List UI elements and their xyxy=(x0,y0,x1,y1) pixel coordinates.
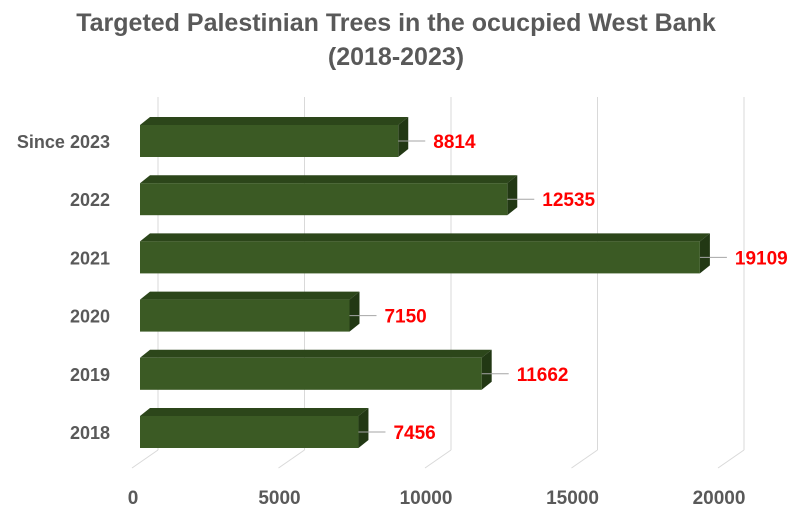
bar-top xyxy=(140,117,409,125)
data-label: 7150 xyxy=(384,307,426,328)
gridline-floor xyxy=(717,449,745,469)
category-label: 2018 xyxy=(70,423,110,443)
bar-top xyxy=(140,233,710,242)
bar xyxy=(140,125,399,157)
gridline-floor xyxy=(131,449,159,469)
bar xyxy=(140,241,700,274)
bar-side xyxy=(398,117,409,157)
gridline-floor xyxy=(424,449,452,469)
bar xyxy=(140,183,508,216)
bar-side xyxy=(699,233,710,274)
bar-top xyxy=(140,408,369,416)
bar-side xyxy=(349,291,360,332)
category-label: Since 2023 xyxy=(17,132,110,152)
bar xyxy=(140,299,350,332)
chart-title-line1: Targeted Palestinian Trees in the ocucpi… xyxy=(76,9,716,37)
data-label: 19109 xyxy=(735,248,788,269)
bar-top xyxy=(140,349,492,358)
x-tick-label: 0 xyxy=(128,488,139,509)
gridline-floor xyxy=(571,449,598,469)
category-label: 2021 xyxy=(70,248,110,268)
bar-top xyxy=(140,291,360,300)
data-label: 11662 xyxy=(517,365,569,386)
data-label: 8814 xyxy=(433,132,476,153)
x-tick-label: 15000 xyxy=(546,488,599,509)
x-tick-label: 20000 xyxy=(693,488,746,509)
bar-side xyxy=(507,175,518,216)
category-label: 2019 xyxy=(70,365,110,385)
category-label: 2020 xyxy=(70,307,110,327)
bar xyxy=(140,357,482,390)
data-label: 12535 xyxy=(542,190,595,211)
category-label: 2022 xyxy=(70,190,110,210)
bar-top xyxy=(140,175,518,184)
chart-title-line2: (2018-2023) xyxy=(327,43,465,71)
x-tick-label: 5000 xyxy=(258,488,300,509)
bar xyxy=(140,416,359,448)
bar-side xyxy=(481,349,492,390)
gridline-floor xyxy=(278,449,305,469)
bar-side xyxy=(358,408,369,448)
chart-title: Targeted Palestinian Trees in the ocucpi… xyxy=(0,6,792,74)
x-tick-label: 10000 xyxy=(400,488,453,509)
data-label: 7456 xyxy=(393,423,435,444)
